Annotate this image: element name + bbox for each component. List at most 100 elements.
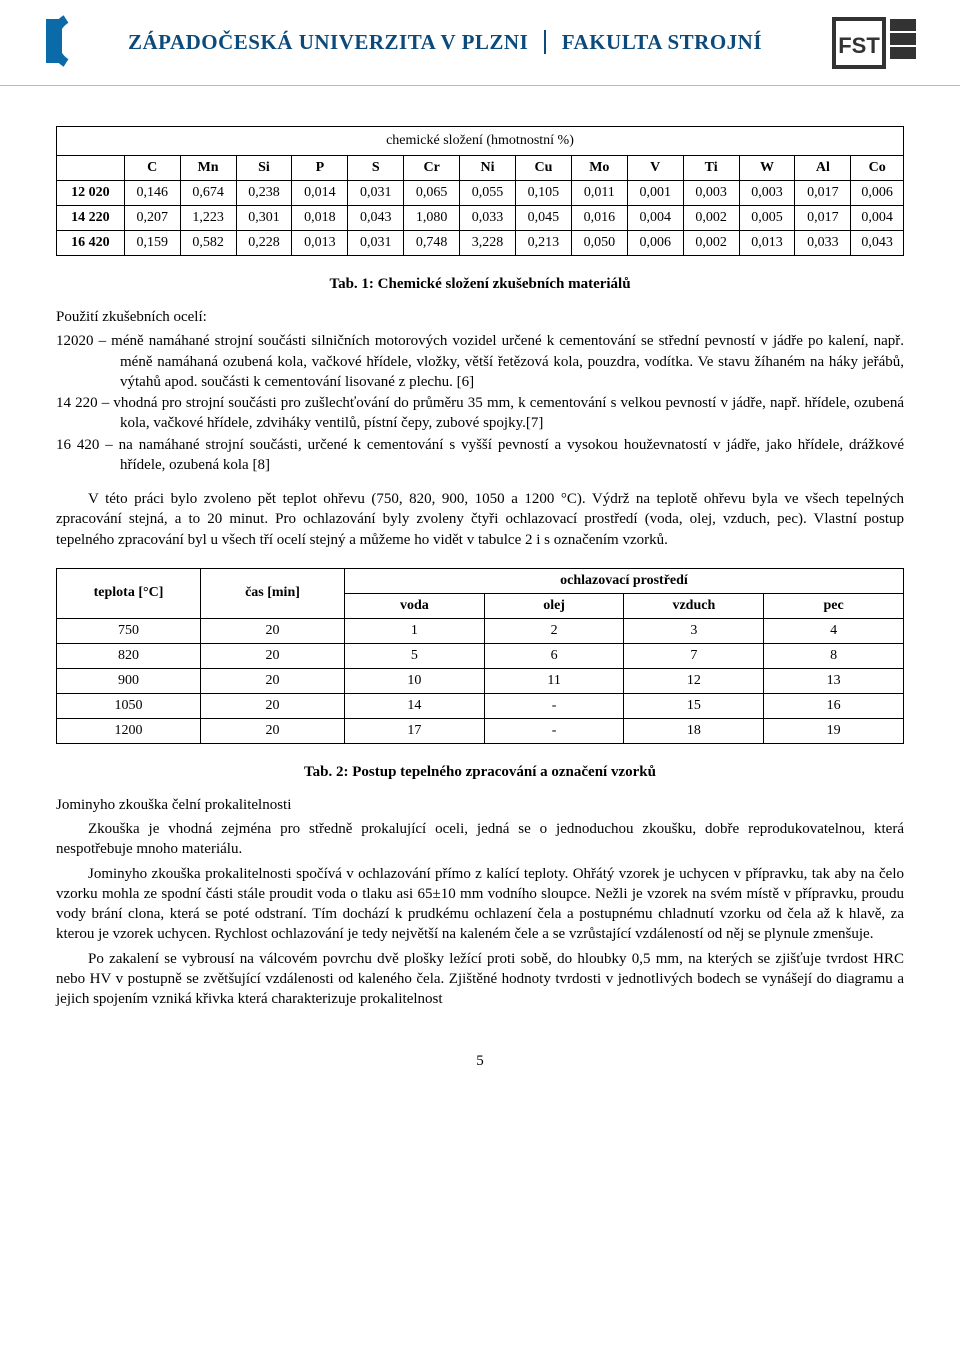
table-cell: -: [484, 718, 624, 743]
table-cell: 0,005: [739, 206, 795, 231]
table-cell: 0,228: [236, 231, 292, 256]
table-cell: 0,582: [180, 231, 236, 256]
table1-col-header: S: [348, 156, 404, 181]
usage-item: 16 420 – na namáhané strojní součásti, u…: [56, 435, 904, 476]
table2-caption: Tab. 2: Postup tepelného zpracování a oz…: [56, 764, 904, 781]
table-cell: 0,017: [795, 206, 851, 231]
table-cell: 0,033: [795, 231, 851, 256]
jominy-p3: Po zakalení se vybrousí na válcovém povr…: [56, 949, 904, 1010]
table-cell: 19: [764, 718, 904, 743]
table-cell: 7: [624, 643, 764, 668]
table-cell: 20: [200, 693, 344, 718]
table1-col-header: C: [124, 156, 180, 181]
table1-col-header: Cr: [404, 156, 460, 181]
table1-col-header: Al: [795, 156, 851, 181]
table1-col-header: V: [627, 156, 683, 181]
table-cell: 4: [764, 618, 904, 643]
table-cell: 0,013: [739, 231, 795, 256]
table2-col-header: ochlazovací prostředí: [344, 568, 903, 593]
table-cell: 20: [200, 618, 344, 643]
table-cell: 0,301: [236, 206, 292, 231]
table-cell: 14 220: [57, 206, 125, 231]
table-cell: 20: [200, 718, 344, 743]
table1-title: chemické složení (hmotnostní %): [57, 127, 904, 156]
table-cell: 1200: [57, 718, 201, 743]
table-cell: 1,223: [180, 206, 236, 231]
jominy-p1: Zkouška je vhodná zejména pro středně pr…: [56, 819, 904, 860]
table-cell: 0,146: [124, 181, 180, 206]
table-cell: 0,045: [515, 206, 571, 231]
table-cell: 0,002: [683, 206, 739, 231]
table2-sub-header: voda: [344, 593, 484, 618]
university-name: ZÁPADOČESKÁ UNIVERZITA V PLZNI: [128, 30, 528, 54]
table-cell: 0,031: [348, 181, 404, 206]
table1-col-header: Mn: [180, 156, 236, 181]
usage-list: 12020 – méně namáhané strojní součásti s…: [56, 331, 904, 475]
table-cell: 11: [484, 668, 624, 693]
page-header: ZÁPADOČESKÁ UNIVERZITA V PLZNI FAKULTA S…: [0, 0, 960, 86]
table-cell: 0,031: [348, 231, 404, 256]
table-cell: 0,013: [292, 231, 348, 256]
table-cell: 0,065: [404, 181, 460, 206]
table-cell: -: [484, 693, 624, 718]
table-cell: 0,004: [851, 206, 904, 231]
table-cell: 3: [624, 618, 764, 643]
table1-col-header: Mo: [571, 156, 627, 181]
table-cell: 0,674: [180, 181, 236, 206]
table-cell: 20: [200, 643, 344, 668]
usage-item: 14 220 – vhodná pro strojní součásti pro…: [56, 393, 904, 434]
page-number: 5: [56, 1053, 904, 1070]
table-cell: 0,003: [739, 181, 795, 206]
table-row: 12 0200,1460,6740,2380,0140,0310,0650,05…: [57, 181, 904, 206]
table-cell: 0,043: [851, 231, 904, 256]
svg-text:FST: FST: [838, 33, 880, 58]
table-cell: 1,080: [404, 206, 460, 231]
table-cell: 6: [484, 643, 624, 668]
table-cell: 0,213: [515, 231, 571, 256]
header-title: ZÁPADOČESKÁ UNIVERZITA V PLZNI FAKULTA S…: [128, 30, 762, 55]
jominy-p2: Jominyho zkouška prokalitelnosti spočívá…: [56, 864, 904, 945]
chemical-composition-table: chemické složení (hmotnostní %)CMnSiPSCr…: [56, 126, 904, 256]
table-cell: 12: [624, 668, 764, 693]
table1-col-header: Si: [236, 156, 292, 181]
table-cell: 0,003: [683, 181, 739, 206]
table-cell: 820: [57, 643, 201, 668]
table2-col-header: čas [min]: [200, 568, 344, 618]
faculty-name: FAKULTA STROJNÍ: [562, 30, 762, 54]
table-cell: 0,017: [795, 181, 851, 206]
table-cell: 20: [200, 668, 344, 693]
table1-col-header: P: [292, 156, 348, 181]
table-cell: 0,014: [292, 181, 348, 206]
table-row: 10502014-1516: [57, 693, 904, 718]
table-cell: 0,004: [627, 206, 683, 231]
table2-sub-header: olej: [484, 593, 624, 618]
table-cell: 16 420: [57, 231, 125, 256]
table-cell: 0,055: [460, 181, 516, 206]
table-cell: 14: [344, 693, 484, 718]
table1-caption: Tab. 1: Chemické složení zkušebních mate…: [56, 276, 904, 293]
table-cell: 0,033: [460, 206, 516, 231]
table-cell: 900: [57, 668, 201, 693]
table1-col-header: [57, 156, 125, 181]
heat-treatment-table: teplota [°C]čas [min]ochlazovací prostře…: [56, 568, 904, 744]
table1-col-header: W: [739, 156, 795, 181]
table2-sub-header: pec: [764, 593, 904, 618]
usage-item: 12020 – méně namáhané strojní součásti s…: [56, 331, 904, 392]
table-cell: 0,105: [515, 181, 571, 206]
table-row: 16 4200,1590,5820,2280,0130,0310,7483,22…: [57, 231, 904, 256]
table-cell: 0,001: [627, 181, 683, 206]
table-cell: 10: [344, 668, 484, 693]
table-cell: 8: [764, 643, 904, 668]
table-cell: 0,748: [404, 231, 460, 256]
table-cell: 18: [624, 718, 764, 743]
method-paragraph: V této práci bylo zvoleno pět teplot ohř…: [56, 489, 904, 550]
table-cell: 15: [624, 693, 764, 718]
table-cell: 0,006: [851, 181, 904, 206]
table-cell: 13: [764, 668, 904, 693]
table-cell: 0,018: [292, 206, 348, 231]
table-cell: 2: [484, 618, 624, 643]
table-cell: 0,238: [236, 181, 292, 206]
table1-col-header: Co: [851, 156, 904, 181]
table-cell: 0,006: [627, 231, 683, 256]
table-row: 820205678: [57, 643, 904, 668]
